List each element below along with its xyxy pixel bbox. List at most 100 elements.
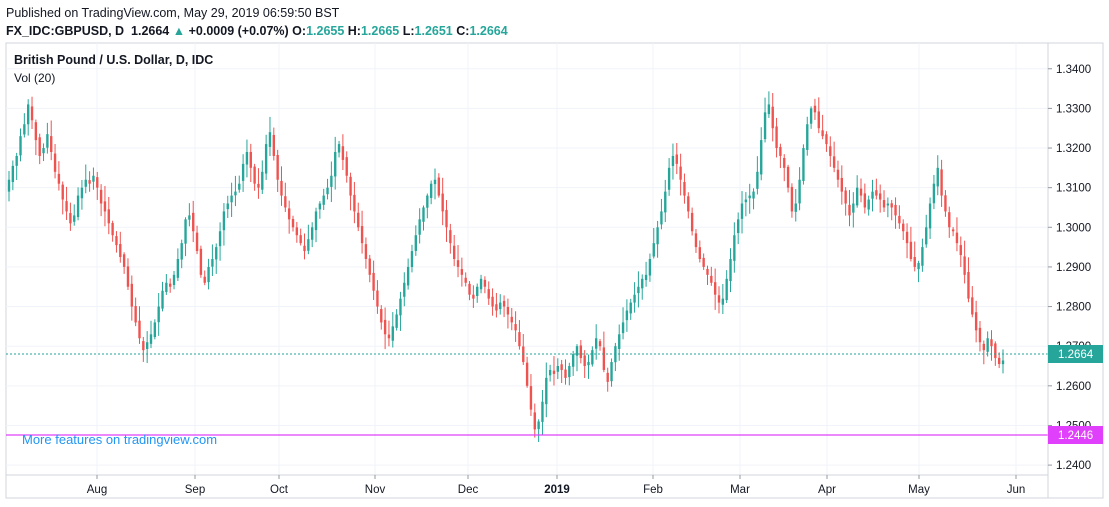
candle-body [395,314,398,328]
candle-body [357,212,360,228]
candle-body [26,104,30,125]
candle-body [441,193,444,212]
candle-body [76,195,80,218]
candle-body [713,282,717,295]
candle-body [760,140,763,175]
candle-body [994,343,997,359]
candle-body [990,339,993,347]
candle-body [291,218,295,228]
candle-body [287,208,291,220]
candle-body [606,372,609,382]
candle-body [314,211,318,231]
candle-body [452,245,456,259]
candle-body [736,219,740,234]
candle-body [322,195,325,205]
candle-body [372,272,375,291]
candle-body [798,179,801,204]
candle-body [1001,360,1005,365]
candle-body [57,173,61,184]
watermark-link[interactable]: More features on tradingview.com [22,432,217,447]
x-tick-label: Nov [365,484,386,496]
symbol: FX_IDC:GBPUSD, D [6,24,125,38]
candle-body [61,184,64,200]
candle-body [575,346,579,356]
candle-body [157,306,160,323]
x-tick-label: Apr [818,484,836,496]
candle-body [840,177,844,192]
candle-body [863,193,867,208]
legend-title: British Pound / U.S. Dollar, D, IDC [14,53,213,67]
candle-body [982,343,986,351]
candle-body [529,386,533,410]
candle-body [168,283,172,287]
candle-body [234,191,237,196]
candle-body [449,230,452,244]
candle-body [464,277,467,283]
candle-body [594,338,598,349]
candle-body [472,294,475,299]
candle-body [280,180,283,196]
candle-body [832,156,836,168]
candle-body [637,286,640,294]
open-value: 1.2655 [306,24,345,38]
x-tick-label: Sep [185,484,205,496]
candle-body [364,244,368,259]
candle-body [525,362,529,386]
candle-body [583,355,586,367]
candle-body [180,243,183,260]
candle-body [548,369,552,376]
candle-body [506,306,510,315]
candle-body [303,245,306,252]
low-label: L: [402,24,415,38]
candle-body [176,259,180,278]
time-axis[interactable]: Aug Sep Oct Nov Dec 2019 Feb Mar Apr May Jun [87,475,1026,496]
candle-body [345,157,348,176]
candle-body [295,227,299,236]
candle-body [652,243,655,257]
candle-body [725,278,728,301]
candle-body [894,204,897,216]
candle-body [921,247,924,266]
candle-body [679,166,682,180]
candle-body [878,193,882,200]
candle-body [925,227,928,245]
grid [6,43,1048,475]
candle-body [733,235,736,261]
candle-body [38,137,41,156]
candle-body [886,203,890,206]
candle-body [648,259,652,276]
candle-body [641,278,644,289]
y-tick-label: 1.3300 [1056,103,1091,115]
x-tick-label: Dec [458,484,479,496]
candle-body [932,183,936,204]
candle-body [238,183,241,190]
candle-body [786,166,790,188]
candle-body [825,134,828,145]
candle-body [717,295,721,303]
candle-body [138,320,141,339]
candle-body [276,155,279,180]
candle-body [882,200,886,208]
candle-body [644,274,648,281]
candle-body [702,257,705,267]
candle-body [410,251,414,268]
candle-body [264,144,268,174]
candle-body [667,167,671,190]
candle-body [917,262,920,270]
candle-body [499,302,502,310]
candle-body [794,203,797,212]
x-tick-label: Aug [87,484,107,496]
candle-body [403,282,406,297]
candle-body [261,171,264,190]
y-tick-label: 1.2900 [1056,262,1091,274]
candle-body [621,322,625,334]
candle-body [42,148,45,154]
candle-body [859,188,863,196]
candle-body [928,203,932,229]
line-price-tag: 1.2446 [1048,426,1103,444]
candle-body [740,203,744,219]
candle-body [349,176,352,196]
candle-body [73,215,76,222]
price-axis[interactable]: 1.24001.25001.26001.27001.28001.29001.30… [1048,64,1091,472]
